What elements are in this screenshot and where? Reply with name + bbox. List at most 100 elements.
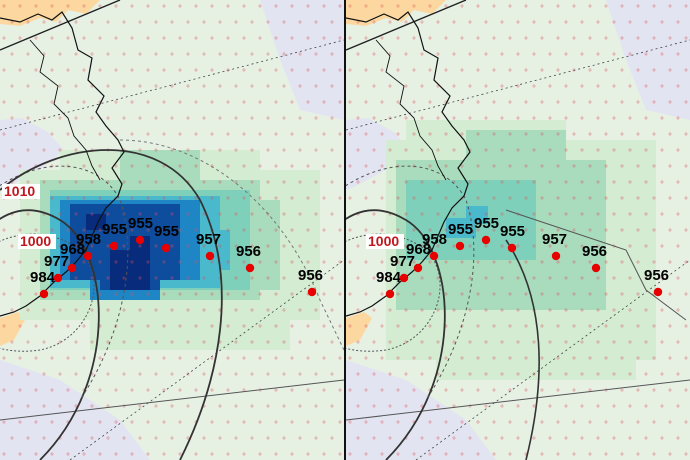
right-grid-cross xyxy=(628,340,632,344)
left-grid-cross xyxy=(274,164,278,168)
right-grid-cross xyxy=(484,180,488,184)
right-grid-cross xyxy=(668,388,672,392)
right-grid-cross xyxy=(388,372,392,376)
right-grid-cross xyxy=(652,196,656,200)
left-grid-cross xyxy=(306,420,310,424)
left-grid-cross xyxy=(330,308,334,312)
left-grid-cross xyxy=(218,116,222,120)
right-grid-cross xyxy=(652,164,656,168)
right-grid-cross xyxy=(444,420,448,424)
left-pressure-label: 977 xyxy=(44,253,69,270)
right-grid-cross xyxy=(356,180,360,184)
right-grid-cross xyxy=(684,4,688,8)
right-grid-cross xyxy=(484,340,488,344)
left-grid-cross xyxy=(10,244,14,248)
left-grid-cross xyxy=(298,180,302,184)
right-grid-cross xyxy=(612,52,616,56)
right-grid-cross xyxy=(668,68,672,72)
right-grid-cross xyxy=(572,36,576,40)
left-grid-cross xyxy=(186,20,190,24)
right-isobar-1010 xyxy=(505,239,540,460)
right-grid-cross xyxy=(668,100,672,104)
left-grid-cross xyxy=(58,244,62,248)
right-grid-cross xyxy=(660,244,664,248)
left-grid-cross xyxy=(250,404,254,408)
right-grid-cross xyxy=(564,52,568,56)
right-grid-cross xyxy=(444,196,448,200)
left-grid-cross xyxy=(282,52,286,56)
right-grid-cross xyxy=(620,132,624,136)
left-grid-cross xyxy=(122,340,126,344)
right-grid-cross xyxy=(380,260,384,264)
left-grid-cross xyxy=(154,276,158,280)
left-grid-cross xyxy=(2,228,6,232)
left-grid-cross xyxy=(242,420,246,424)
left-grid-cross xyxy=(130,228,134,232)
right-grid-cross xyxy=(348,260,352,264)
right-grid-cross xyxy=(420,372,424,376)
left-grid-cross xyxy=(266,116,270,120)
left-grid-cross xyxy=(266,404,270,408)
right-grid-cross xyxy=(476,356,480,360)
left-grid-cross xyxy=(130,420,134,424)
right-grid-cross xyxy=(500,212,504,216)
left-grid-cross xyxy=(194,68,198,72)
right-grid-cross xyxy=(556,388,560,392)
left-grid-cross xyxy=(98,132,102,136)
right-grid-cross xyxy=(588,324,592,328)
right-grid-cross xyxy=(396,228,400,232)
left-grid-cross xyxy=(322,164,326,168)
left-grid-cross xyxy=(298,84,302,88)
right-grid-cross xyxy=(372,180,376,184)
left-grid-cross xyxy=(130,292,134,296)
right-grid-cross xyxy=(652,4,656,8)
left-grid-cross xyxy=(194,260,198,264)
right-grid-cross xyxy=(444,292,448,296)
right-grid-cross xyxy=(444,36,448,40)
left-grid-cross xyxy=(178,132,182,136)
left-grid-cross xyxy=(106,436,110,440)
right-grid-cross xyxy=(356,116,360,120)
left-grid-cross xyxy=(162,36,166,40)
left-shade-cell xyxy=(86,214,106,230)
left-grid-cross xyxy=(154,84,158,88)
right-grid-cross xyxy=(548,276,552,280)
right-grid-cross xyxy=(468,436,472,440)
right-grid-cross xyxy=(588,420,592,424)
left-grid-cross xyxy=(26,212,30,216)
right-grid-cross xyxy=(452,372,456,376)
left-grid-cross xyxy=(306,4,310,8)
left-grid-cross xyxy=(130,356,134,360)
right-grid-cross xyxy=(612,84,616,88)
left-grid-cross xyxy=(298,308,302,312)
left-grid-cross xyxy=(298,404,302,408)
left-grid-cross xyxy=(330,148,334,152)
right-grid-cross xyxy=(620,4,624,8)
left-grid-cross xyxy=(170,276,174,280)
left-grid-cross xyxy=(114,420,118,424)
left-grid-cross xyxy=(162,260,166,264)
right-grid-cross xyxy=(372,340,376,344)
left-grid-cross xyxy=(258,260,262,264)
right-grid-cross xyxy=(380,132,384,136)
left-grid-cross xyxy=(290,196,294,200)
right-grid-cross xyxy=(556,324,560,328)
right-grid-cross xyxy=(612,404,616,408)
left-grid-cross xyxy=(306,36,310,40)
right-grid-cross xyxy=(412,196,416,200)
right-grid-cross xyxy=(660,276,664,280)
right-grid-cross xyxy=(444,4,448,8)
left-grid-cross xyxy=(146,420,150,424)
right-grid-cross xyxy=(524,324,528,328)
left-grid-cross xyxy=(98,388,102,392)
left-grid-cross xyxy=(226,324,230,328)
left-contour-label: 1010 xyxy=(4,183,35,199)
left-grid-cross xyxy=(186,84,190,88)
right-grid-cross xyxy=(380,420,384,424)
right-grid-cross xyxy=(636,228,640,232)
right-grid-cross xyxy=(588,292,592,296)
right-grid-cross xyxy=(580,84,584,88)
left-grid-cross xyxy=(106,52,110,56)
right-grid-cross xyxy=(628,404,632,408)
left-grid-cross xyxy=(42,340,46,344)
